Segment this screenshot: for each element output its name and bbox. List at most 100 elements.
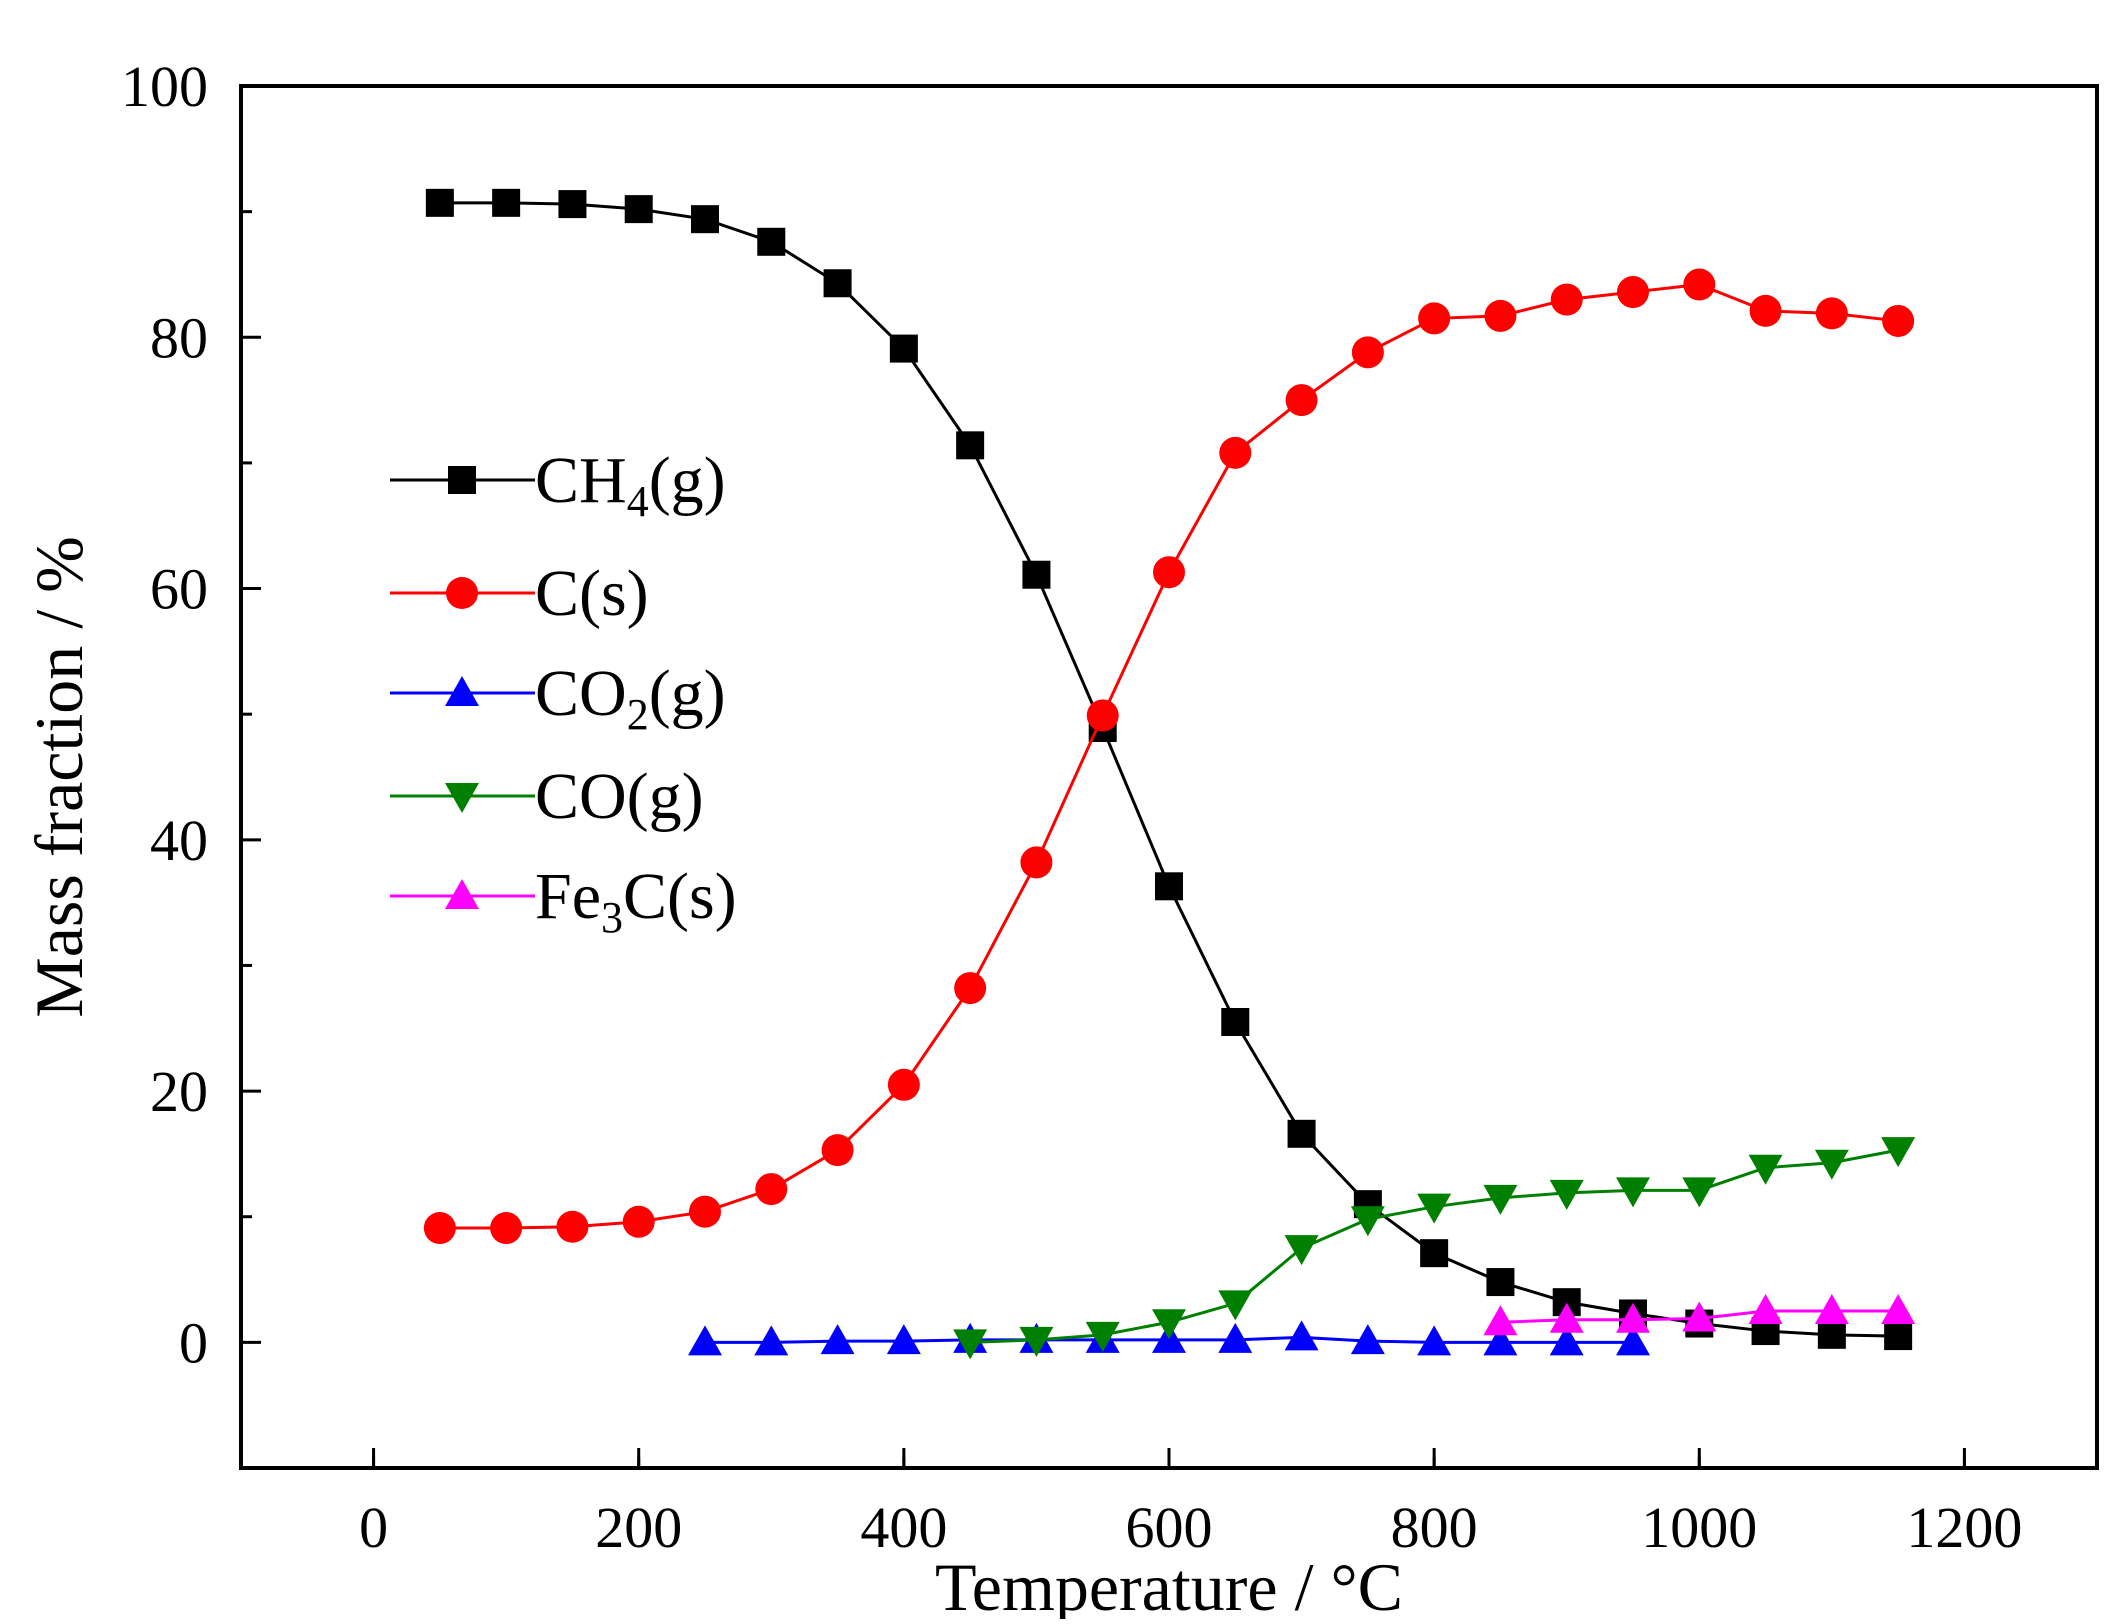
data-point-co2-g [1483, 1325, 1518, 1356]
legend-marker-c-s [446, 577, 478, 609]
data-point-co-g [1748, 1154, 1783, 1185]
legend-marker-co2-g [445, 676, 479, 706]
x-axis-title: Temperature / °C [935, 1549, 1403, 1619]
data-point-c-s [622, 1205, 655, 1238]
data-point-c-s [1882, 304, 1915, 337]
legend-marker-fe3c-s [445, 879, 479, 909]
data-point-c-s [1749, 294, 1782, 327]
series-group [423, 188, 1916, 1360]
legend: CH4(g) C(s) CO2(g) CO(g) Fe3C(s) [390, 444, 737, 942]
data-point-c-s [1086, 699, 1119, 732]
data-point-co-g [953, 1329, 988, 1360]
data-point-fe3c-s [1881, 1293, 1916, 1324]
y-tick-label: 60 [150, 557, 208, 622]
y-tick-label: 40 [150, 808, 208, 873]
x-tick-label: 1000 [1641, 1495, 1757, 1560]
data-point-c-s [1617, 276, 1649, 309]
y-tick-label: 80 [150, 305, 208, 370]
data-point-ch4-g [757, 227, 786, 256]
data-point-ch4-g [1022, 560, 1051, 589]
data-point-fe3c-s [1682, 1301, 1717, 1332]
data-point-c-s [1285, 384, 1318, 417]
data-point-ch4-g [492, 188, 521, 217]
x-tick-label: 400 [860, 1495, 947, 1560]
data-point-c-s [689, 1195, 721, 1228]
data-point-co-g [1152, 1309, 1186, 1340]
data-point-fe3c-s [1549, 1302, 1584, 1333]
data-point-co2-g [754, 1325, 789, 1356]
data-point-fe3c-s [1616, 1302, 1650, 1333]
data-point-co-g [1417, 1193, 1452, 1224]
data-point-co-g [1085, 1321, 1120, 1352]
data-point-c-s [556, 1210, 589, 1243]
data-point-c-s [1153, 556, 1185, 589]
data-point-c-s [1418, 302, 1451, 335]
data-point-c-s [423, 1212, 456, 1245]
data-point-ch4-g [1817, 1320, 1846, 1349]
data-point-co-g [1019, 1326, 1054, 1357]
data-point-fe3c-s [1483, 1305, 1518, 1336]
data-point-ch4-g [1287, 1119, 1316, 1148]
y-axis-title: Mass fraction / % [21, 536, 97, 1018]
data-point-c-s [755, 1173, 788, 1206]
y-tick-label: 100 [121, 54, 208, 119]
legend-label-co-g: CO(g) [535, 760, 704, 833]
data-point-ch4-g [1884, 1322, 1913, 1351]
data-point-co-g [1218, 1290, 1253, 1321]
data-point-co2-g [886, 1324, 921, 1355]
data-point-ch4-g [624, 195, 653, 224]
data-point-co-g [1549, 1179, 1584, 1210]
data-point-ch4-g [1221, 1007, 1250, 1036]
data-point-ch4-g [1420, 1239, 1449, 1268]
data-point-c-s [1683, 268, 1716, 301]
data-point-ch4-g [1486, 1268, 1515, 1297]
data-point-ch4-g [425, 188, 454, 217]
data-point-co-g [1483, 1184, 1518, 1215]
data-point-fe3c-s [1748, 1293, 1783, 1324]
data-point-c-s [1815, 297, 1848, 330]
x-tick-label: 0 [359, 1495, 388, 1560]
x-tick-label: 200 [595, 1495, 682, 1560]
data-point-co-g [1616, 1177, 1650, 1208]
data-point-co2-g [1218, 1322, 1253, 1353]
data-point-c-s [1550, 283, 1583, 316]
data-point-ch4-g [1155, 872, 1183, 901]
data-point-co2-g [820, 1324, 855, 1355]
data-point-ch4-g [558, 190, 587, 219]
data-point-co2-g [1417, 1325, 1452, 1356]
x-tick-label: 600 [1126, 1495, 1213, 1560]
legend-label-co2-g: CO2(g) [535, 657, 726, 739]
data-point-c-s [1020, 846, 1053, 879]
data-point-c-s [954, 972, 987, 1005]
data-point-co-g [1814, 1149, 1849, 1180]
data-point-co2-g [1350, 1324, 1385, 1355]
data-point-c-s [887, 1068, 920, 1101]
data-point-co2-g [1616, 1325, 1650, 1356]
x-tick-label: 800 [1391, 1495, 1478, 1560]
data-point-co-g [1881, 1137, 1916, 1168]
y-tick-label: 20 [150, 1059, 208, 1124]
data-point-c-s [821, 1134, 854, 1167]
data-point-c-s [1351, 336, 1384, 369]
data-point-c-s [1219, 436, 1252, 469]
legend-marker-ch4-g [448, 466, 476, 494]
data-point-fe3c-s [1814, 1293, 1849, 1324]
data-point-ch4-g [889, 334, 918, 363]
data-point-co2-g [1549, 1325, 1584, 1356]
legend-label-fe3c-s: Fe3C(s) [535, 860, 737, 942]
data-point-c-s [490, 1212, 523, 1245]
data-point-co2-g [1284, 1320, 1319, 1351]
legend-label-c-s: C(s) [535, 557, 649, 630]
data-point-co-g [1350, 1206, 1385, 1237]
data-point-co2-g [688, 1325, 722, 1356]
data-point-ch4-g [823, 269, 852, 298]
data-point-ch4-g [691, 205, 719, 234]
legend-label-ch4-g: CH4(g) [535, 444, 726, 526]
data-point-ch4-g [956, 431, 985, 460]
legend-marker-co-g [445, 783, 479, 813]
y-tick-label: 0 [179, 1310, 208, 1375]
axis-ticks: 0 200 400 600 800 1000 1200 0 20 40 60 80 100 [121, 54, 2022, 1560]
